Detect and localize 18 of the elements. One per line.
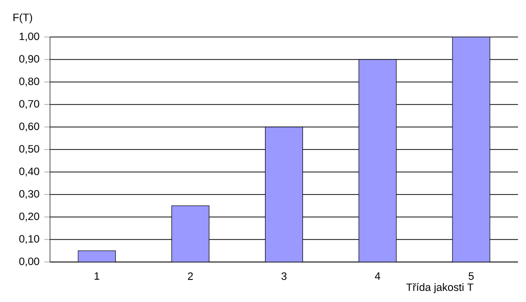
- x-tick-label: 2: [188, 272, 193, 280]
- y-tick-label: 0,10: [19, 235, 40, 244]
- x-tick-label: 5: [468, 272, 474, 280]
- y-tick-label: 0,60: [19, 122, 40, 132]
- y-tick-label: 0,30: [19, 190, 40, 199]
- y-tick-label: 0,20: [19, 212, 40, 222]
- x-tick-label: 4: [374, 272, 380, 280]
- y-tick-label: 0,70: [19, 100, 40, 109]
- x-axis-title: Třída jakosti T: [406, 283, 474, 294]
- x-tick-label: 1: [94, 272, 100, 280]
- y-tick-label: 0,90: [19, 55, 40, 64]
- y-tick-label: 0,50: [19, 145, 40, 154]
- y-tick-label: 0,00: [19, 258, 40, 266]
- y-tick-label: 0,40: [19, 168, 40, 176]
- y-axis-title: F(T): [13, 13, 32, 24]
- y-tick-label: 1,00: [20, 32, 40, 42]
- x-tick-label: 3: [281, 272, 286, 280]
- y-tick-label: 0,80: [19, 78, 40, 86]
